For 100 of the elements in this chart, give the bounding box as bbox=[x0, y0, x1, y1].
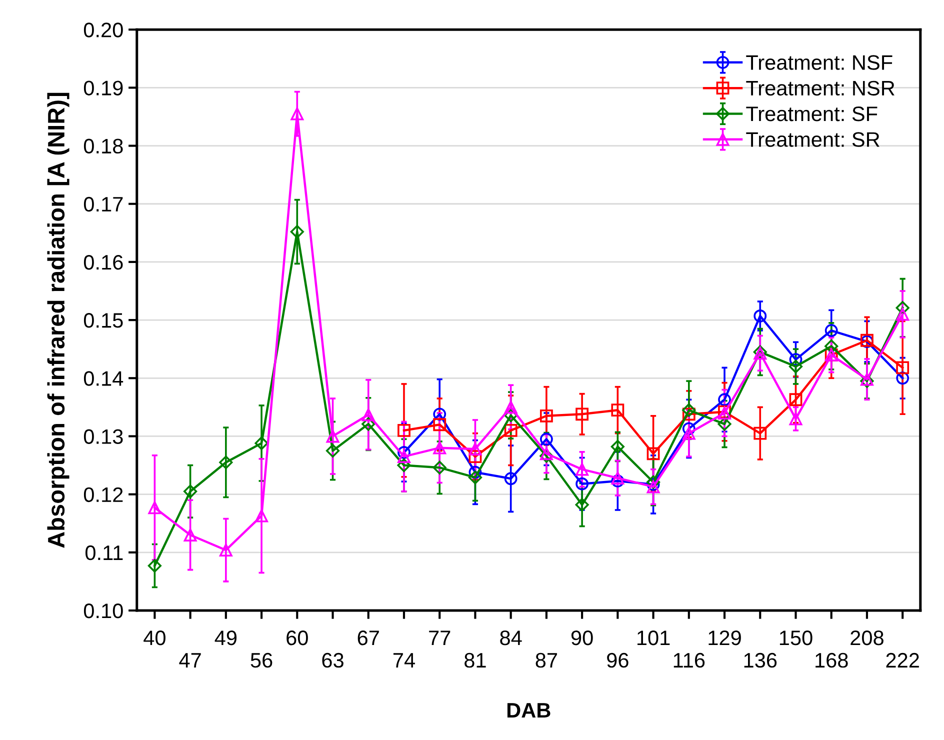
point bbox=[789, 393, 802, 406]
point bbox=[718, 393, 731, 406]
point bbox=[789, 412, 802, 426]
point bbox=[398, 446, 410, 459]
point bbox=[540, 432, 553, 446]
point bbox=[789, 353, 802, 366]
x-tick-label: 101 bbox=[638, 630, 670, 646]
point bbox=[754, 310, 767, 322]
y-tick-label: 0.14 bbox=[84, 371, 124, 386]
x-tick-label: 74 bbox=[393, 653, 415, 668]
point bbox=[504, 472, 518, 486]
y-tick-label: 0.13 bbox=[84, 429, 123, 444]
point bbox=[611, 472, 624, 485]
x-tick-label: 81 bbox=[464, 652, 486, 668]
point bbox=[219, 456, 233, 470]
point bbox=[754, 426, 767, 440]
point bbox=[397, 458, 411, 472]
y-tick-label: 0.20 bbox=[84, 22, 123, 38]
point bbox=[290, 107, 304, 120]
point bbox=[398, 424, 410, 437]
x-tick-label: 77 bbox=[429, 630, 450, 646]
point bbox=[184, 528, 197, 542]
x-tick-label: 49 bbox=[214, 630, 237, 646]
point bbox=[611, 404, 624, 417]
point bbox=[468, 442, 482, 456]
point bbox=[718, 417, 732, 431]
point bbox=[219, 544, 232, 557]
x-tick-label: 150 bbox=[780, 630, 812, 646]
point bbox=[433, 418, 446, 432]
x-axis-title: DAB bbox=[507, 703, 550, 718]
point bbox=[504, 408, 518, 422]
point bbox=[290, 224, 304, 239]
x-tick-label: 129 bbox=[708, 630, 741, 646]
x-tick-label: 84 bbox=[500, 630, 522, 646]
point bbox=[788, 360, 803, 374]
point bbox=[148, 558, 162, 573]
y-tick-label: 0.18 bbox=[84, 138, 123, 154]
legend-label: Treatment: NSF bbox=[746, 55, 892, 70]
x-tick-label: 56 bbox=[250, 652, 272, 668]
point bbox=[433, 408, 446, 421]
x-tick-label: 87 bbox=[536, 652, 557, 668]
x-tick-label: 63 bbox=[322, 652, 344, 668]
point bbox=[824, 324, 838, 337]
point bbox=[362, 417, 376, 431]
y-tick-label: 0.11 bbox=[85, 545, 123, 560]
point bbox=[254, 436, 268, 450]
point bbox=[682, 403, 696, 417]
x-tick-label: 47 bbox=[179, 653, 201, 668]
point bbox=[184, 484, 198, 498]
point bbox=[896, 372, 910, 385]
point bbox=[468, 450, 482, 464]
x-tick-label: 222 bbox=[886, 652, 919, 668]
point bbox=[148, 501, 162, 514]
y-axis-title: Absorption of infrared radiation [A (NIR)] bbox=[47, 92, 70, 548]
point bbox=[576, 408, 589, 421]
point bbox=[433, 441, 446, 454]
point bbox=[468, 466, 482, 479]
x-tick-label: 116 bbox=[674, 652, 705, 668]
y-tick-label: 0.10 bbox=[84, 604, 123, 618]
point bbox=[611, 474, 624, 488]
point bbox=[255, 509, 268, 522]
y-tick-label: 0.17 bbox=[84, 196, 123, 212]
point bbox=[646, 480, 660, 494]
point bbox=[576, 462, 589, 476]
x-tick-label: 90 bbox=[571, 630, 593, 646]
legend-label: Treatment: SF bbox=[746, 106, 878, 122]
point bbox=[896, 301, 910, 315]
point bbox=[824, 339, 838, 353]
point bbox=[682, 422, 696, 436]
point bbox=[610, 440, 624, 454]
point bbox=[398, 450, 410, 464]
point bbox=[896, 361, 910, 374]
y-tick-label: 0.19 bbox=[84, 80, 123, 96]
y-tick-label: 0.12 bbox=[84, 487, 123, 502]
y-tick-label: 0.15 bbox=[84, 313, 123, 328]
legend-label: Treatment: SR bbox=[746, 132, 880, 147]
legend-label: Treatment: NSR bbox=[746, 80, 894, 96]
point bbox=[468, 470, 482, 484]
point bbox=[504, 400, 518, 414]
point bbox=[646, 447, 660, 460]
point bbox=[540, 447, 553, 460]
point bbox=[682, 426, 696, 440]
point bbox=[575, 498, 589, 512]
x-tick-label: 96 bbox=[607, 652, 628, 668]
y-tick-label: 0.16 bbox=[84, 254, 123, 270]
point bbox=[326, 430, 340, 443]
point bbox=[682, 408, 696, 421]
x-tick-label: 60 bbox=[286, 630, 308, 646]
point bbox=[576, 477, 589, 490]
x-tick-label: 67 bbox=[358, 630, 379, 646]
x-tick-label: 208 bbox=[850, 630, 884, 646]
x-tick-label: 136 bbox=[744, 652, 777, 668]
point bbox=[540, 409, 553, 422]
point bbox=[646, 475, 660, 489]
point bbox=[432, 460, 446, 474]
point bbox=[896, 308, 910, 321]
point bbox=[362, 408, 375, 422]
point bbox=[504, 424, 518, 437]
point bbox=[326, 444, 340, 458]
x-tick-label: 40 bbox=[144, 630, 166, 646]
